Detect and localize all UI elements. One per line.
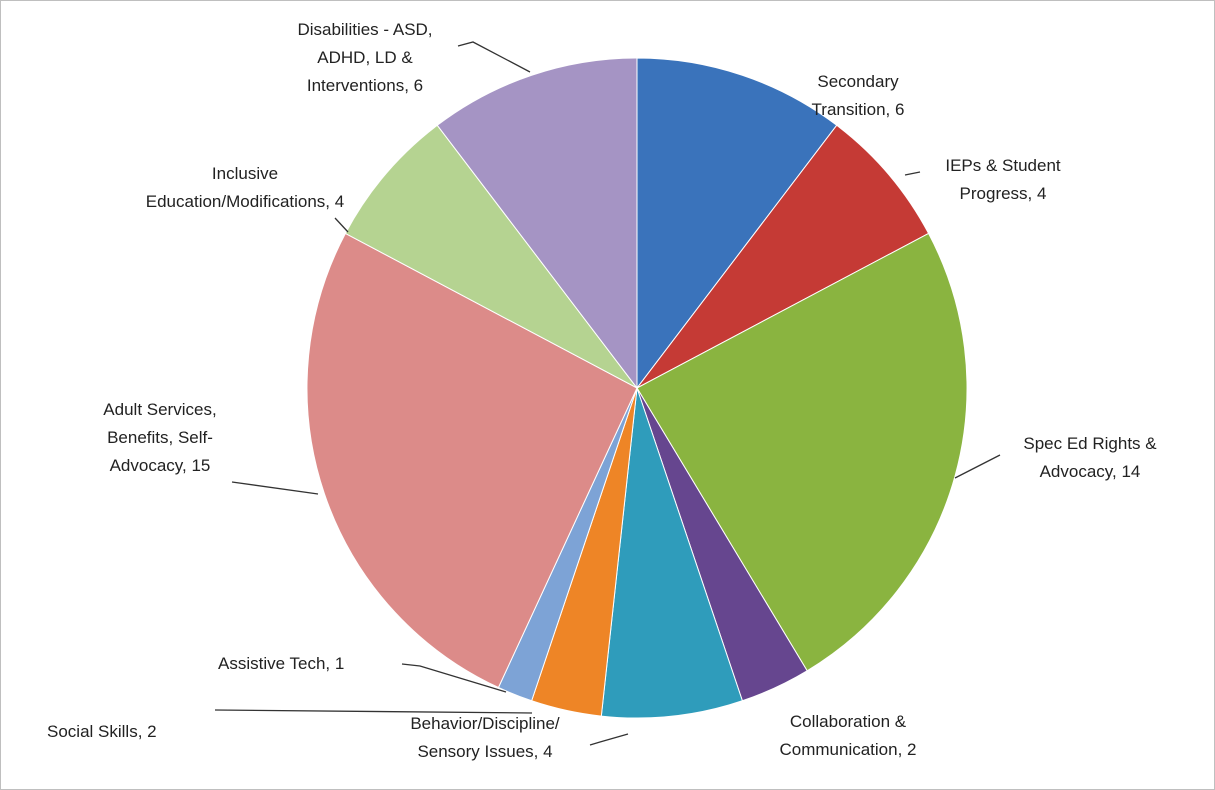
pie-slice: [636, 232, 968, 672]
pie-slice: [306, 232, 638, 689]
leader-line: [401, 663, 507, 693]
pie-slice: [600, 387, 744, 719]
leader-line: [954, 454, 1001, 479]
data-label: Behavior/Discipline/ Sensory Issues, 4: [410, 714, 560, 761]
pie-slice: [344, 124, 638, 389]
data-label: Inclusive Education/Modifications, 4: [145, 164, 345, 211]
data-label: Collaboration & Communication, 2: [779, 712, 917, 759]
leader-line: [214, 709, 533, 714]
data-label: Disabilities - ASD, ADHD, LD & Intervent…: [297, 20, 433, 95]
data-label: IEPs & Student Progress, 4: [945, 156, 1061, 203]
leader-line: [231, 481, 319, 495]
leader-line: [589, 733, 629, 746]
pie-slice: [636, 57, 838, 390]
leader-line: [904, 171, 921, 176]
data-label: Assistive Tech, 1: [218, 654, 345, 673]
data-label: Secondary Transition, 6: [811, 72, 905, 119]
data-label: Social Skills, 2: [47, 722, 157, 741]
data-label: Spec Ed Rights & Advocacy, 14: [1023, 434, 1157, 481]
leader-line: [334, 217, 349, 233]
data-label: Adult Services, Benefits, Self- Advocacy…: [103, 400, 217, 475]
pie-slice: [636, 124, 930, 389]
leader-line: [457, 41, 531, 73]
pie-slice: [436, 57, 638, 390]
